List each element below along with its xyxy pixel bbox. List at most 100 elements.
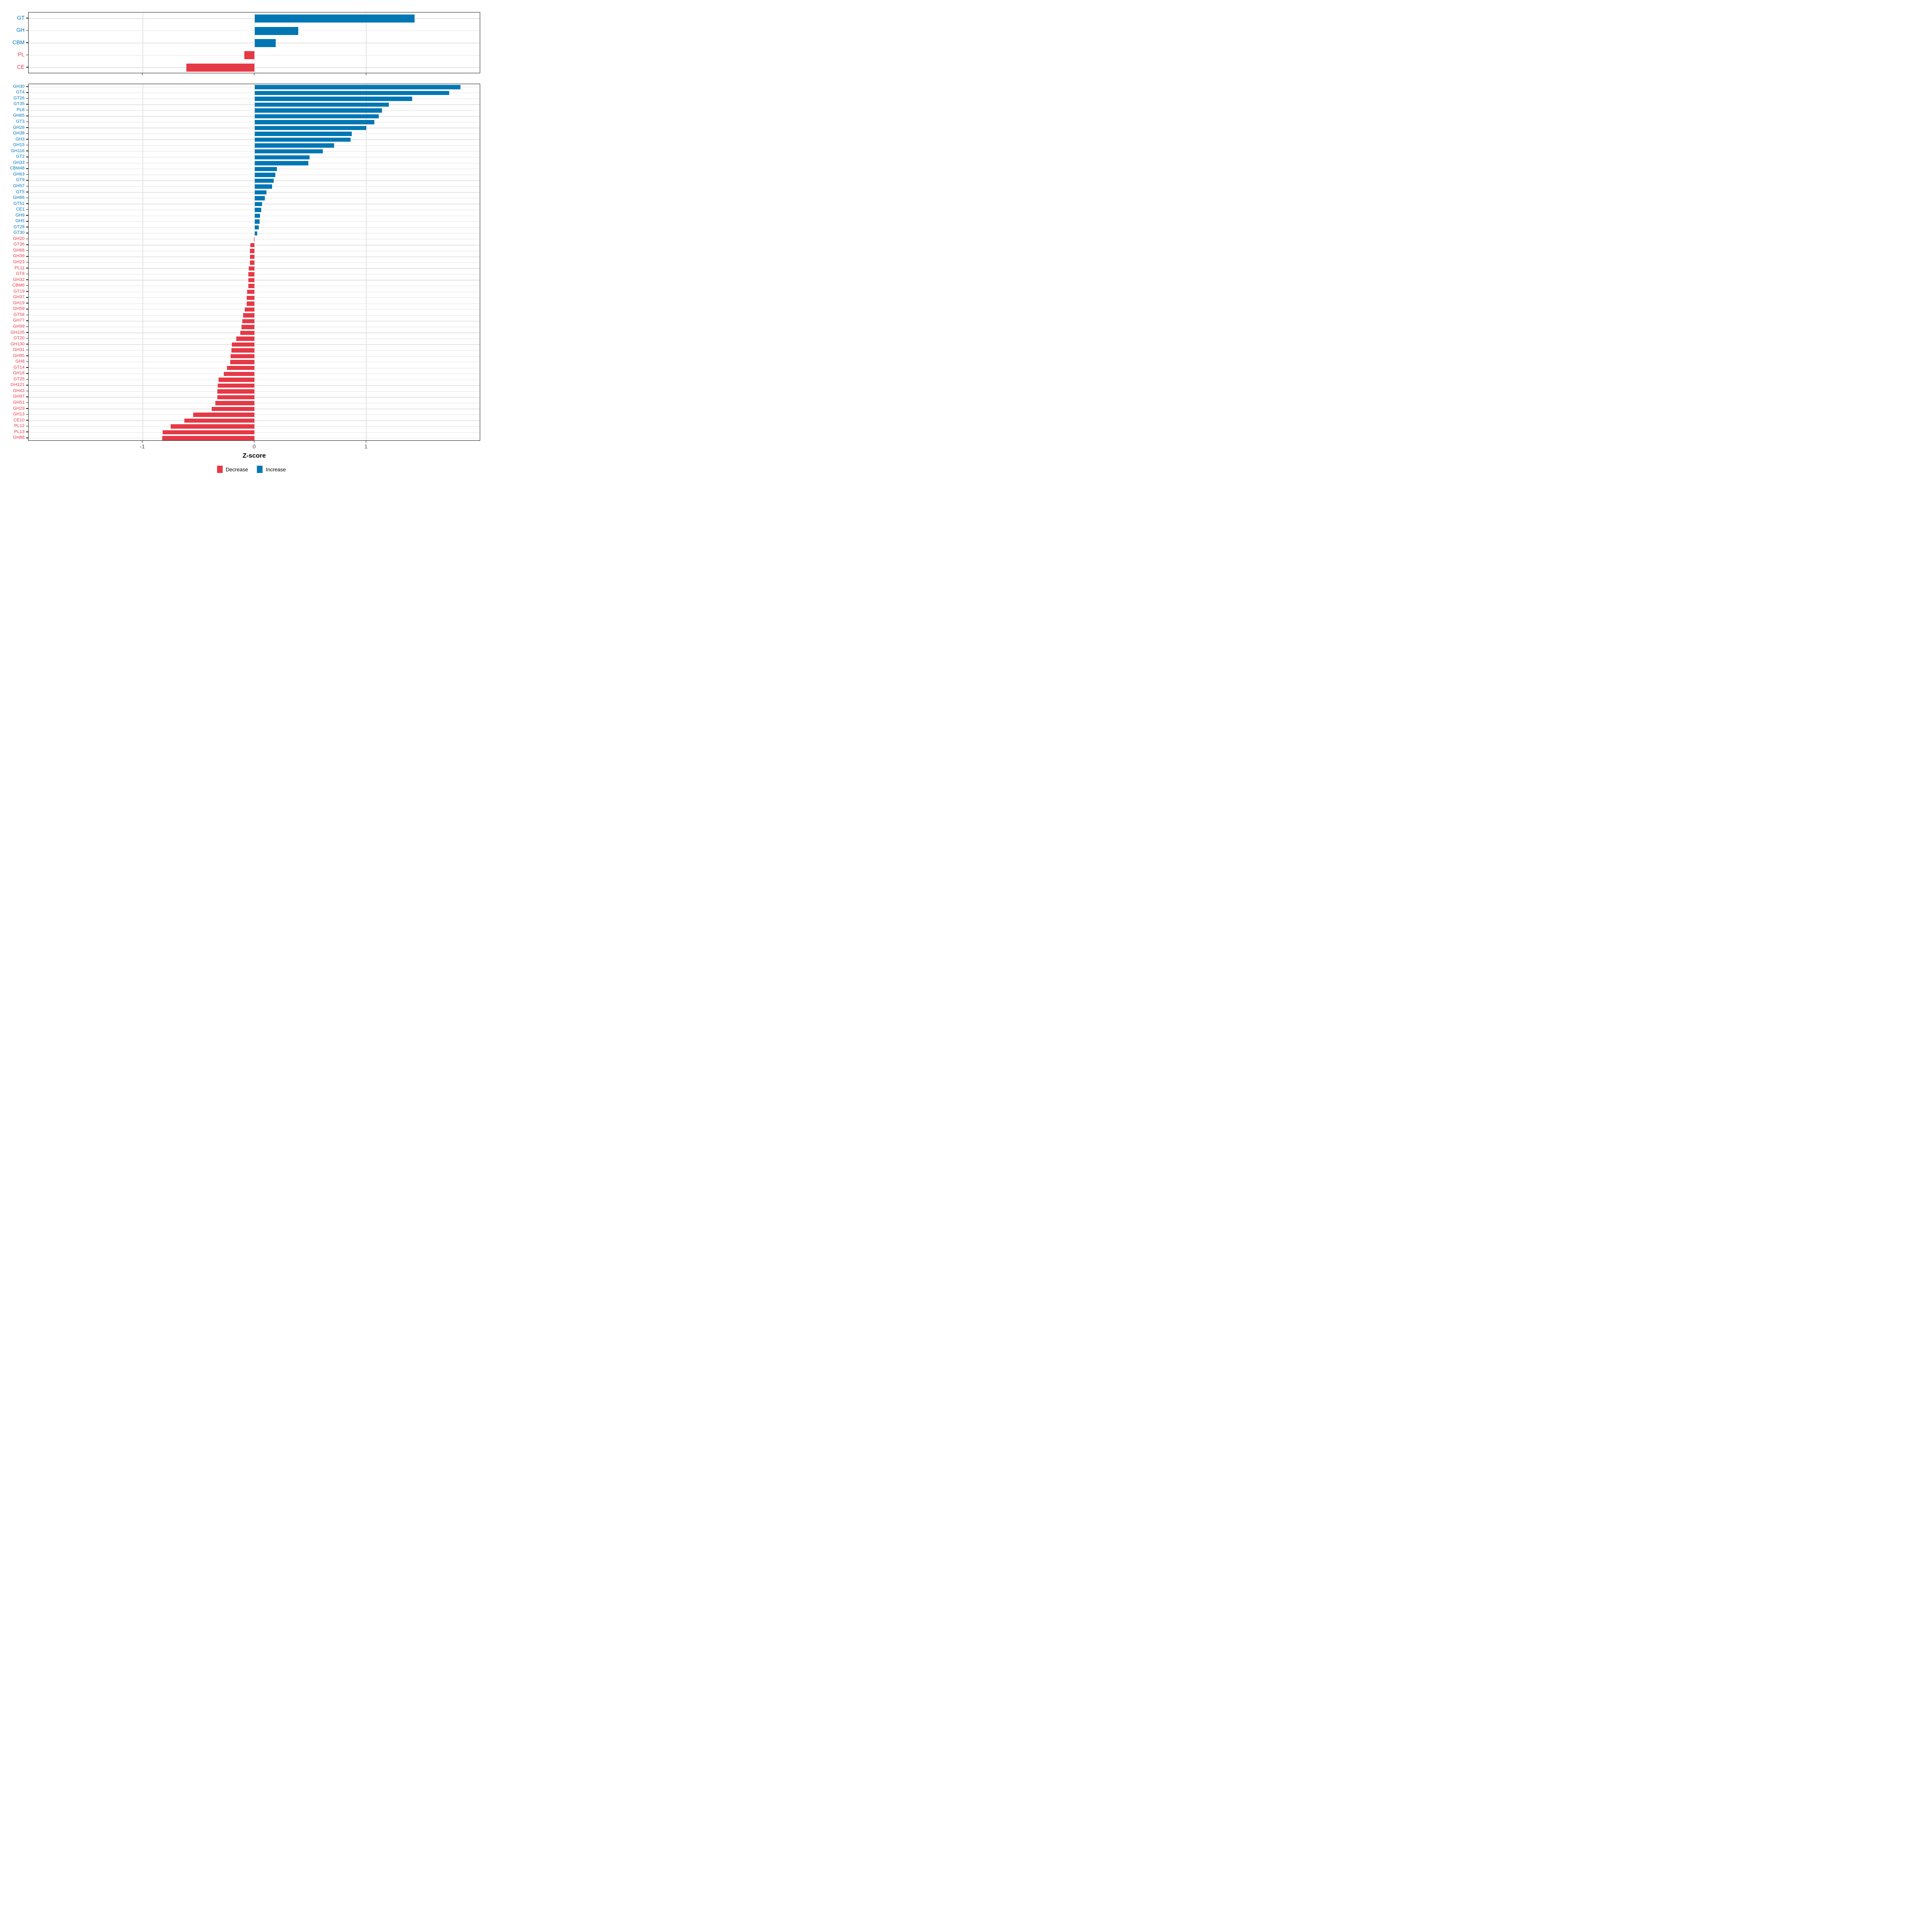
bar-GH57 (254, 184, 272, 189)
y-label-CE: CE (17, 64, 25, 70)
y-tick (26, 186, 28, 187)
y-label-GT19: GT19 (13, 289, 25, 294)
bar-GT4 (254, 91, 449, 95)
y-tick (26, 250, 28, 251)
x-tick-0 (254, 73, 255, 75)
y-label-GH31: GH31 (13, 347, 25, 353)
y-label-GT26: GT26 (13, 95, 25, 101)
y-tick (26, 54, 28, 56)
y-label-GT: GT (17, 15, 25, 21)
bar-GT35 (254, 102, 389, 107)
bar-GH29 (211, 407, 255, 411)
bar-GH97 (217, 395, 255, 400)
x-gridline-1 (366, 84, 367, 440)
y-label-GT30: GT30 (13, 230, 25, 235)
row-gridline (29, 104, 480, 105)
row-gridline (29, 139, 480, 140)
bar-GH5 (254, 219, 260, 224)
y-label-GH57: GH57 (13, 183, 25, 188)
y-label-GH8: GH8 (15, 359, 25, 364)
bar-GH63 (254, 173, 275, 177)
x-tick--1 (142, 441, 143, 443)
y-label-GT28: GT28 (13, 224, 25, 229)
bar-GT9 (254, 178, 274, 183)
bar-GH77 (242, 319, 255, 324)
bar-GH99 (241, 325, 255, 329)
y-label-GH68: GH68 (13, 248, 25, 253)
y-tick (26, 425, 28, 427)
y-tick (26, 431, 28, 432)
legend-label-decrease: Decrease (225, 466, 248, 473)
y-label-CBM: CBM (12, 39, 25, 45)
y-label-GH51: GH51 (13, 400, 25, 405)
y-label-GH105: GH105 (10, 330, 25, 335)
bar-GT8 (248, 272, 255, 277)
legend-label-increase: Increase (266, 466, 286, 473)
row-gridline (29, 18, 480, 19)
row-gridline (29, 186, 480, 187)
bar-GH19 (247, 301, 255, 306)
y-tick (26, 42, 28, 43)
bar-GT56 (243, 313, 255, 318)
y-label-GH63: GH63 (13, 171, 25, 177)
y-tick (26, 420, 28, 421)
y-label-PL13: PL13 (14, 429, 25, 434)
y-tick (26, 203, 28, 204)
bar-GH30 (254, 85, 460, 89)
y-label-CBM6: CBM6 (12, 283, 25, 288)
bar-GH32 (248, 278, 255, 283)
bar-GH18 (223, 372, 255, 376)
x-gridline-1 (366, 12, 367, 73)
bar-CE1 (254, 208, 261, 212)
bar-GT30 (254, 231, 257, 236)
bar-CE (186, 63, 255, 72)
bar-GH59 (245, 307, 255, 312)
bar-GT26 (254, 97, 413, 101)
y-label-GH23: GH23 (13, 260, 25, 265)
y-label-GH59: GH59 (13, 306, 25, 312)
y-label-GH15: GH15 (13, 142, 25, 148)
x-axis-title: Z-score (242, 452, 266, 459)
y-label-GH88: GH88 (13, 435, 25, 440)
y-label-GH33: GH33 (13, 160, 25, 165)
legend-swatch-decrease (217, 466, 223, 473)
bar-GT14 (227, 366, 255, 370)
legend: Decrease Increase (217, 466, 292, 473)
y-label-GH5: GH5 (15, 219, 25, 224)
y-tick (26, 104, 28, 105)
bar-CE10 (184, 418, 255, 423)
bar-PL8 (254, 108, 382, 113)
y-label-GT4: GT4 (16, 90, 25, 95)
y-tick (26, 385, 28, 386)
y-label-GT36: GT36 (13, 242, 25, 247)
y-tick (26, 291, 28, 292)
y-tick (26, 215, 28, 216)
y-tick (26, 390, 28, 392)
y-tick (26, 355, 28, 356)
x-tick-0 (254, 441, 255, 443)
bar-GT51 (254, 202, 262, 206)
y-label-PL8: PL8 (17, 107, 25, 112)
row-gridline (29, 227, 480, 228)
x-tick-1 (365, 441, 367, 443)
y-tick (26, 67, 28, 68)
y-tick (26, 320, 28, 321)
y-tick (26, 209, 28, 210)
bar-PL13 (163, 430, 255, 435)
y-label-GH18: GH18 (13, 371, 25, 376)
bar-GH26 (254, 126, 367, 130)
y-label-GH20: GH20 (13, 236, 25, 241)
row-gridline (29, 180, 480, 181)
y-label-GH38: GH38 (13, 131, 25, 136)
y-label-GH66: GH66 (13, 195, 25, 200)
y-tick (26, 256, 28, 257)
bar-GH37 (247, 295, 255, 300)
y-label-GT25: GT25 (13, 376, 25, 382)
y-tick (26, 379, 28, 380)
y-label-GH43: GH43 (13, 388, 25, 393)
panel-family-detail (28, 84, 480, 441)
y-tick (26, 338, 28, 339)
bar-CBM (254, 39, 276, 47)
y-label-GT9: GT9 (16, 178, 25, 183)
x-tick-label-1: 1 (364, 443, 368, 450)
